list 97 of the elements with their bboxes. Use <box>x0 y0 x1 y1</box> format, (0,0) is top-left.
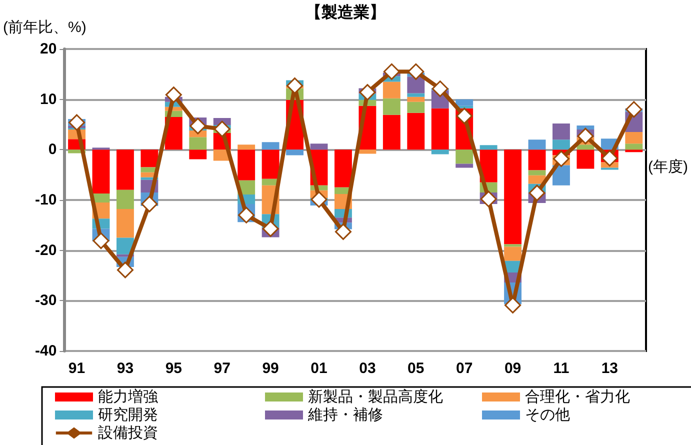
x-tick-label: 91 <box>68 360 86 377</box>
bar <box>189 137 207 150</box>
bar <box>140 150 158 168</box>
x-tick-label: 01 <box>310 360 328 377</box>
point <box>310 191 328 208</box>
x-tick-label: 05 <box>408 360 424 377</box>
point <box>68 114 86 131</box>
bar <box>456 164 474 168</box>
bar <box>262 142 280 150</box>
bar <box>407 112 425 150</box>
bar <box>382 114 400 150</box>
point <box>626 101 642 118</box>
bar <box>382 98 400 115</box>
legend-label: 設備投資 <box>98 424 158 442</box>
y-tick-label: -20 <box>34 242 57 259</box>
bar <box>456 150 474 164</box>
y-tick-label: -30 <box>34 292 57 310</box>
x-tick-label: 95 <box>165 360 182 377</box>
bar <box>407 93 425 97</box>
bar <box>625 132 643 144</box>
bar <box>528 140 546 150</box>
bar <box>431 150 449 154</box>
bar <box>238 150 256 180</box>
bar <box>552 165 570 186</box>
y-tick-label: -40 <box>34 342 57 360</box>
bar <box>407 102 425 113</box>
x-axis-title: (年度) <box>648 158 688 176</box>
x-tick-label: 93 <box>116 360 134 377</box>
bar <box>334 150 352 188</box>
y-tick-label: -10 <box>34 192 57 208</box>
point <box>214 120 230 138</box>
bar <box>504 244 522 247</box>
point <box>262 220 279 237</box>
x-tick-label: 13 <box>601 360 618 377</box>
bar <box>382 82 400 98</box>
bar <box>504 246 522 261</box>
point <box>408 63 424 80</box>
point <box>504 296 522 314</box>
point <box>359 84 376 101</box>
bar <box>480 145 498 150</box>
bar <box>625 150 643 152</box>
point <box>552 150 570 167</box>
point <box>456 108 473 124</box>
point <box>528 184 546 202</box>
point <box>432 80 448 98</box>
bar <box>576 126 594 130</box>
bar <box>407 76 425 94</box>
bar <box>310 144 328 150</box>
bar <box>528 170 546 176</box>
bar <box>262 150 280 179</box>
y-axis-title: (前年比、%) <box>3 19 86 36</box>
legend-label: 合理化・省力化 <box>525 388 630 406</box>
bar <box>504 150 522 244</box>
bar <box>625 144 643 150</box>
point <box>383 63 400 80</box>
bar <box>552 140 570 150</box>
bar <box>92 150 110 194</box>
y-tick-label: 10 <box>40 90 57 108</box>
x-tick-label: 03 <box>359 360 376 377</box>
point <box>165 86 182 104</box>
bar <box>238 144 256 150</box>
bar <box>116 190 134 210</box>
bar <box>528 150 546 170</box>
bar <box>480 150 498 182</box>
bar <box>116 209 134 238</box>
point <box>577 128 594 144</box>
x-tick-label: 09 <box>504 360 522 377</box>
bar <box>407 96 425 102</box>
point <box>190 118 206 134</box>
legend-label: 新製品・製品高度化 <box>308 388 443 406</box>
bar <box>576 150 594 169</box>
point <box>116 262 134 278</box>
x-tick-label: 11 <box>553 360 570 377</box>
y-tick-label: 0 <box>48 141 57 158</box>
bar <box>358 150 376 154</box>
bar <box>552 123 570 140</box>
legend-label: その他 <box>525 406 570 424</box>
bar <box>456 99 474 106</box>
legend-label: 維持・補修 <box>307 406 383 424</box>
x-tick-label: 99 <box>262 360 279 377</box>
point <box>92 232 110 250</box>
chart-title: 【製造業】 <box>306 4 386 22</box>
legend-label: 研究開発 <box>98 406 158 424</box>
bar <box>116 150 134 190</box>
point <box>601 150 618 166</box>
bar <box>286 150 304 156</box>
point <box>334 223 352 240</box>
bar <box>431 108 449 150</box>
x-tick-label: 97 <box>214 360 230 377</box>
y-tick-label: 20 <box>40 40 57 58</box>
legend-label: 能力増強 <box>98 388 158 406</box>
x-tick-label: 07 <box>456 360 473 377</box>
bar <box>576 144 594 150</box>
point <box>141 196 158 212</box>
bar <box>189 150 207 160</box>
point <box>286 77 304 94</box>
point <box>480 190 497 208</box>
